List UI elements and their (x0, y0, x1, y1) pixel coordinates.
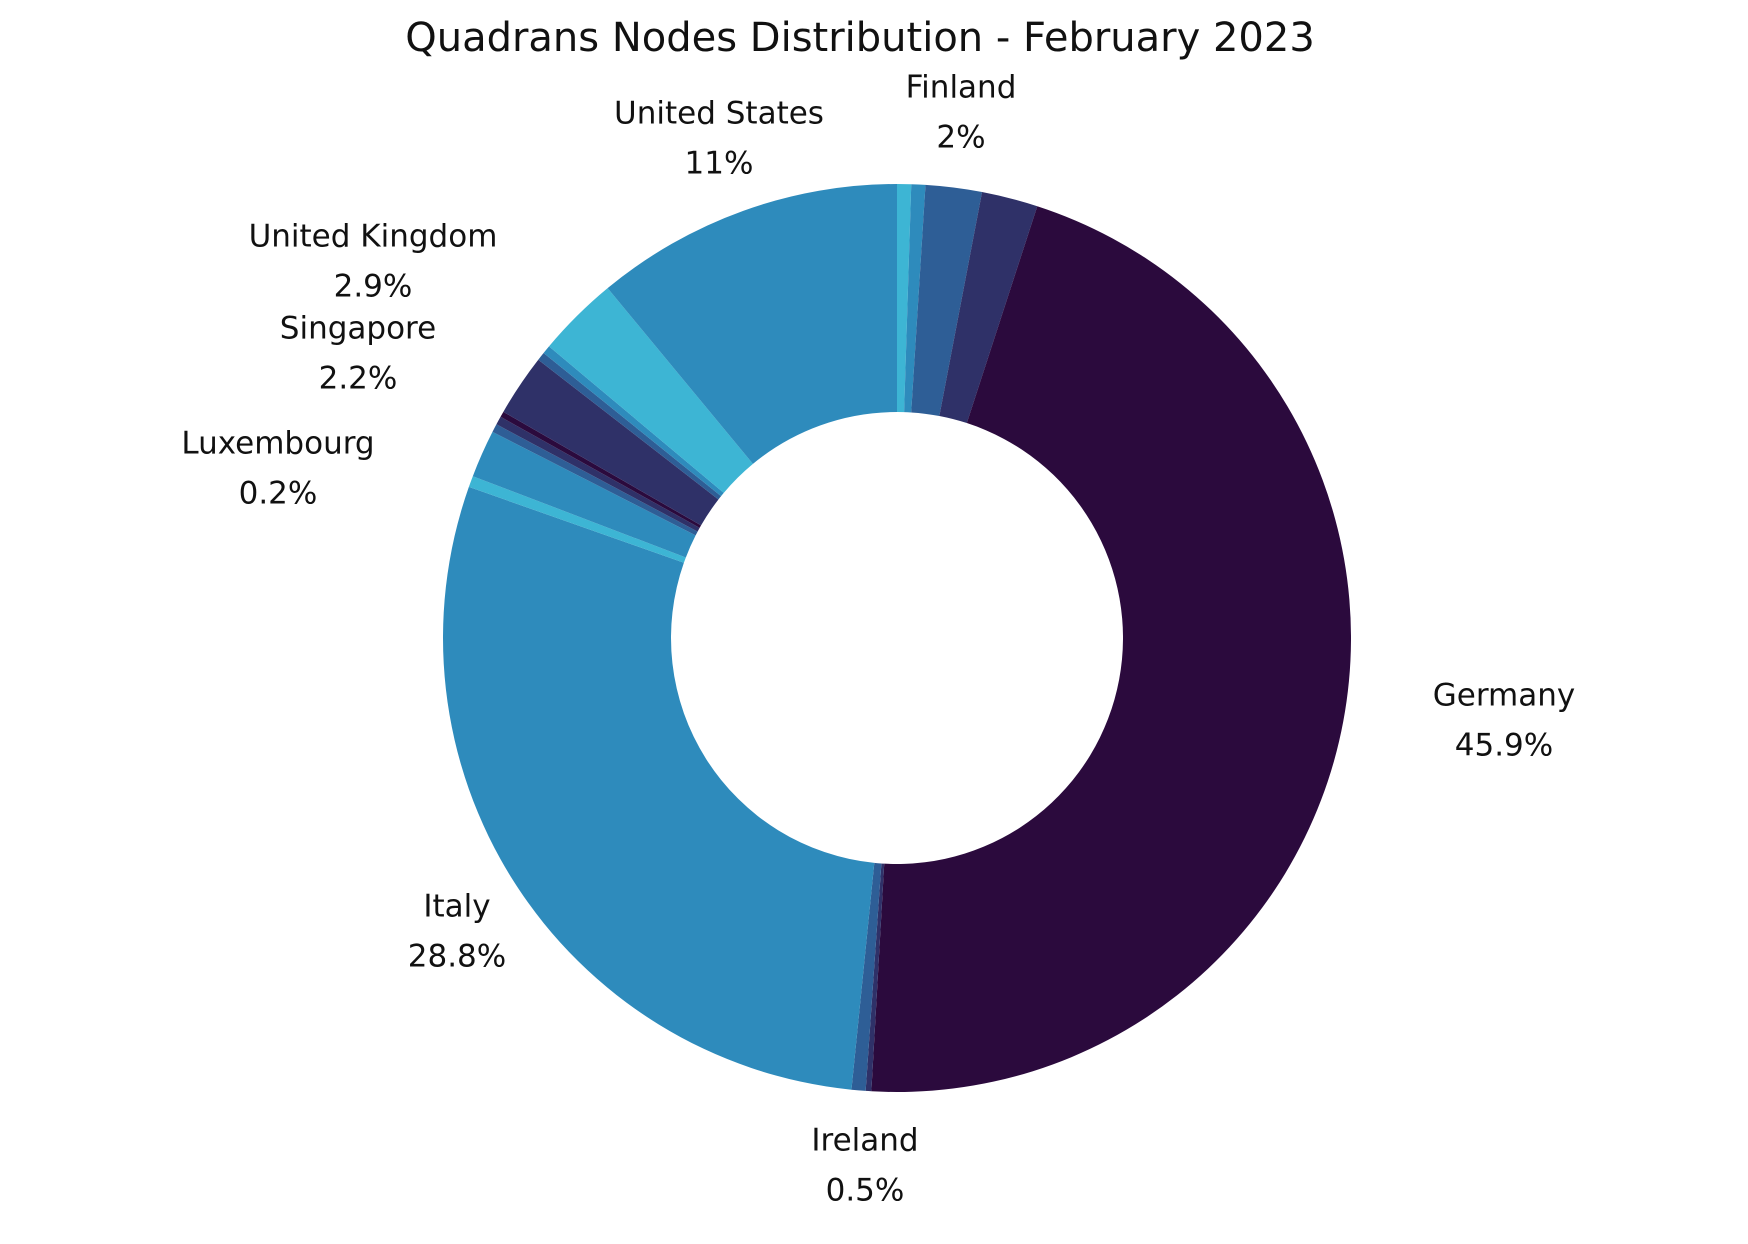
donut-slice (549, 288, 753, 493)
slice-label: Luxembourg (181, 426, 374, 462)
donut-slice (871, 206, 1351, 1092)
slice-value-label: 28.8% (408, 939, 506, 975)
slice-value-label: 45.9% (1455, 728, 1553, 764)
donut-slice (500, 411, 702, 528)
slice-label: Italy (423, 889, 490, 925)
donut-slice (851, 862, 882, 1091)
slice-label: Finland (906, 70, 1017, 106)
slice-value-label: 2% (936, 120, 985, 156)
donut-slice (897, 184, 912, 413)
donut-slice (538, 353, 722, 500)
donut-slice (543, 346, 724, 497)
slice-value-label: 2.9% (334, 269, 413, 305)
slice-label: United Kingdom (249, 219, 498, 255)
slice-label: Germany (1433, 678, 1575, 714)
slice-label: Ireland (811, 1123, 918, 1159)
slice-value-label: 0.2% (239, 476, 318, 512)
donut-slice (468, 476, 686, 563)
donut-slice (496, 416, 700, 532)
slice-label: Singapore (280, 311, 436, 347)
donut-slice (472, 431, 696, 558)
donut-slice (939, 192, 1038, 424)
slice-label: United States (614, 96, 824, 132)
slice-value-label: 2.2% (319, 361, 398, 397)
donut-slice (607, 184, 897, 464)
donut-slice (503, 359, 719, 526)
donut-slice (904, 184, 926, 413)
slice-value-label: 0.5% (826, 1173, 905, 1209)
donut-slice (442, 486, 875, 1090)
slice-value-label: 11% (685, 146, 754, 182)
chart-title: Quadrans Nodes Distribution - February 2… (405, 15, 1315, 61)
donut-slice (911, 184, 983, 417)
donut-slice (865, 863, 885, 1092)
donut-slice (492, 424, 698, 536)
